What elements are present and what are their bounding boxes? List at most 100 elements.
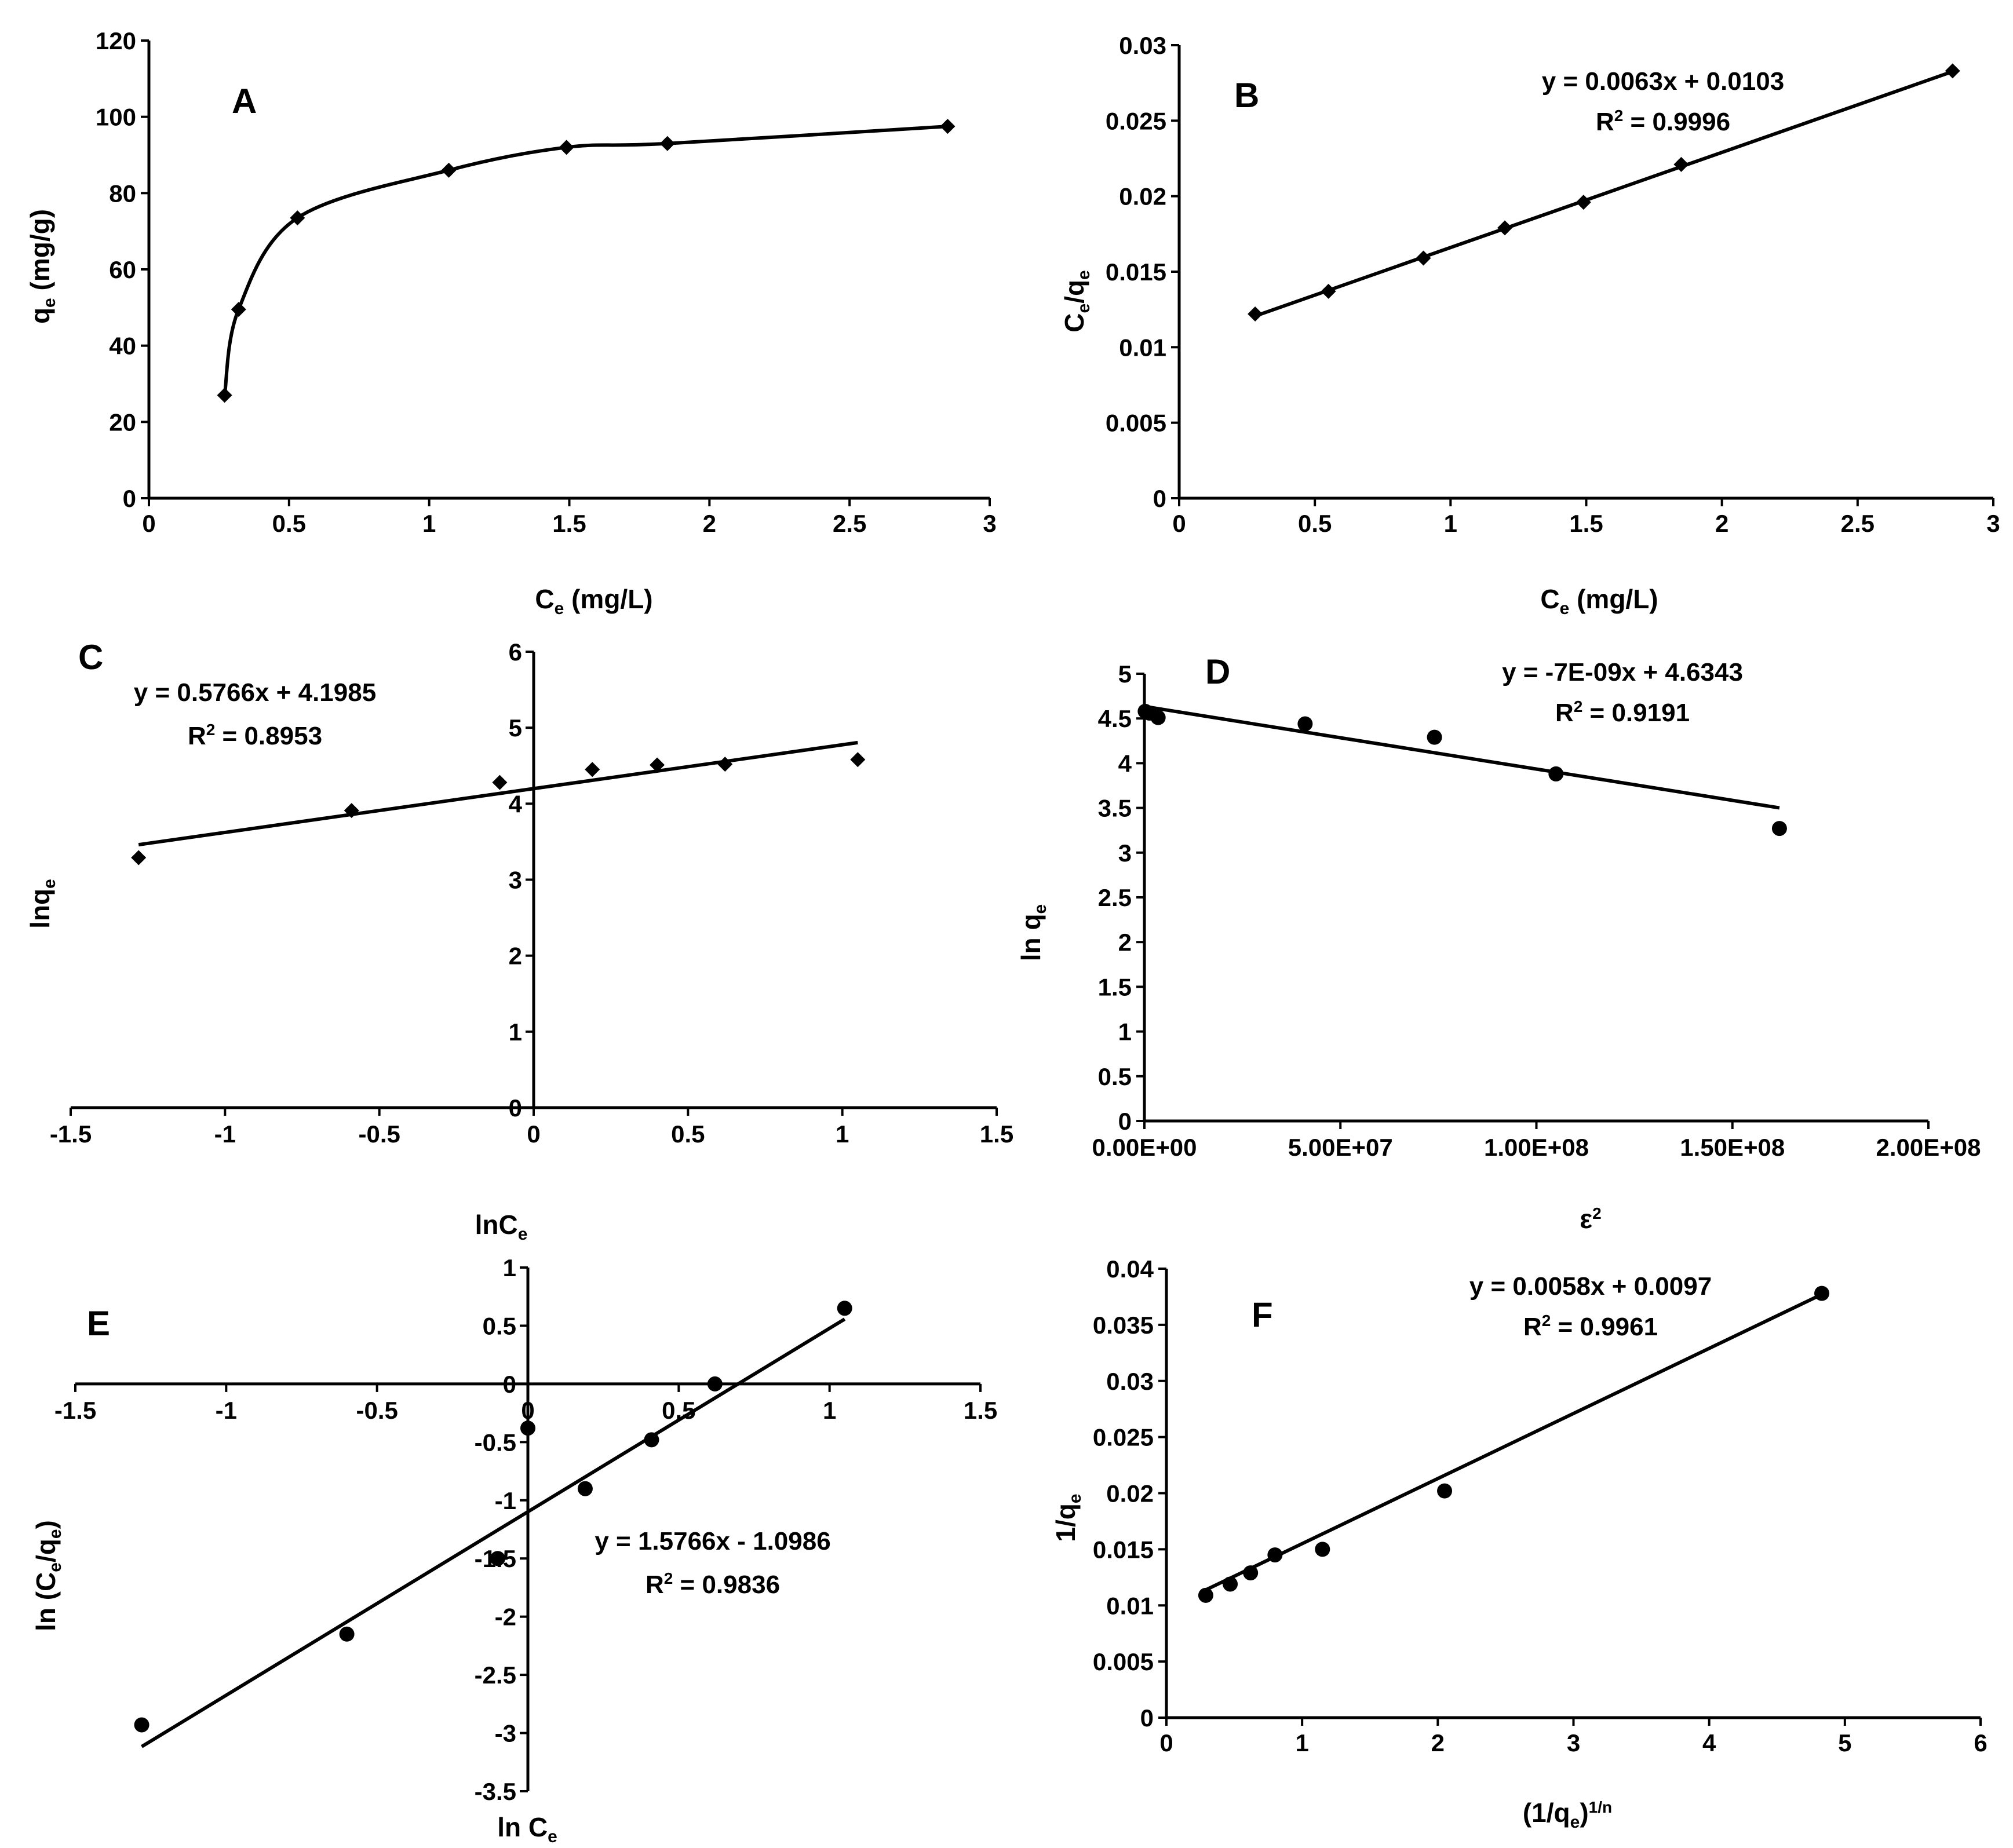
panel-d-trendline	[1144, 704, 1780, 810]
panel-e-r2: R2 = 0.9836	[646, 1569, 780, 1599]
panel-b-data-point	[1248, 306, 1263, 322]
panel-f-label: F	[1252, 1295, 1273, 1334]
panel-c-r2: R2 = 0.8953	[188, 721, 322, 750]
panel-e-x-tick-label: 1	[823, 1397, 836, 1424]
panel-f-equation: y = 0.0058x + 0.0097	[1469, 1272, 1712, 1301]
panel-b-x-tick-label: 1	[1444, 510, 1457, 537]
panel-d: D y = -7E-09x + 4.6343 R2 = 0.9191 ε2 ln…	[1016, 652, 1743, 1234]
panel-a-data-point	[659, 136, 675, 151]
panel-b-y-tick-label: 0.01	[1119, 334, 1166, 361]
panel-c-x-tick-label: 0	[527, 1120, 540, 1148]
panel-c-y-tick-label: 2	[509, 943, 522, 970]
panel-c-plot: -1.5 -1 -0.5 0 0.5 1 1.5 0 1 2 3 4 5 6	[50, 638, 1013, 1148]
panel-e-y-tick-label: -1	[495, 1487, 516, 1514]
panel-d-y-tick-label: 2	[1118, 929, 1132, 956]
panel-f-x-tick-label: 6	[1974, 1729, 1987, 1756]
panel-a-y-tick-label: 20	[109, 408, 136, 436]
panel-d-r2: R2 = 0.9191	[1555, 697, 1690, 727]
panel-b-plot: 0 0.5 1 1.5 2 2.5 3 0 0.005 0.01 0.015 0.02 0.025 0.0…	[1106, 32, 2000, 537]
panel-c-data-point	[850, 752, 866, 768]
panel-d-equation: y = -7E-09x + 4.6343	[1502, 658, 1743, 686]
panel-c-data-point	[344, 803, 359, 819]
panel-c-y-tick-label: 0	[509, 1094, 522, 1122]
panel-f: F y = 0.0058x + 0.0097 R2 = 0.9961 (1/qe…	[1051, 1272, 1712, 1832]
panel-f-x-tick-label: 2	[1431, 1729, 1445, 1756]
panel-a-ylabel: qe (mg/g)	[25, 209, 59, 324]
panel-b-trendline	[1255, 70, 1953, 318]
panel-e-data-point	[577, 1481, 593, 1496]
panel-f-x-tick-label: 3	[1567, 1729, 1580, 1756]
panel-a-data-point	[217, 388, 232, 403]
panel-c-x-tick-label: -1	[214, 1120, 236, 1148]
panel-b-y-tick-label: 0.03	[1119, 32, 1166, 59]
panel-f-y-tick-label: 0.04	[1106, 1255, 1154, 1283]
panel-a-x-tick-label: 3	[983, 510, 996, 537]
panel-d-y-tick-label: 2.5	[1098, 884, 1132, 911]
panel-b-label: B	[1234, 76, 1259, 115]
panel-f-data-point	[1198, 1587, 1213, 1603]
panel-d-y-tick-label: 4.5	[1098, 705, 1132, 732]
panel-c-x-tick-label: 1.5	[980, 1120, 1013, 1148]
panel-a-x-tick-label: 0	[142, 510, 155, 537]
panel-b-x-tick-label: 0.5	[1298, 510, 1332, 537]
panel-e-x-tick-label: 1.5	[964, 1397, 997, 1424]
panel-f-data-point	[1267, 1547, 1283, 1563]
panel-d-y-tick-label: 1	[1118, 1018, 1132, 1046]
panel-f-data-point	[1223, 1576, 1238, 1592]
panel-b-data-point	[1673, 156, 1689, 172]
panel-a-data-point	[441, 162, 457, 178]
panel-e-data-point	[134, 1717, 149, 1733]
panel-a-x-tick-label: 2	[703, 510, 716, 537]
panel-d-y-tick-label: 0.5	[1098, 1063, 1132, 1090]
panel-c-y-tick-label: 3	[509, 867, 522, 894]
panel-c-y-tick-label: 5	[509, 714, 522, 742]
panel-c-data-point	[650, 757, 665, 773]
panel-e-x-tick-label: -1.5	[54, 1397, 96, 1424]
panel-c-data-point	[131, 850, 147, 865]
panel-d-y-tick-label: 3.5	[1098, 795, 1132, 822]
panel-d-y-tick-label: 0	[1118, 1108, 1132, 1135]
panel-b-y-tick-label: 0	[1153, 485, 1166, 512]
panel-a-data-point	[559, 140, 574, 155]
panel-a-series-line	[223, 125, 948, 396]
panel-a-x-tick-label: 1.5	[552, 510, 586, 537]
panel-f-y-tick-label: 0.025	[1093, 1424, 1154, 1451]
panel-d-ylabel: ln qe	[1016, 904, 1050, 961]
panel-a-x-tick-label: 0.5	[272, 510, 306, 537]
panel-d-y-tick-label: 5	[1118, 660, 1132, 688]
panel-f-y-tick-label: 0.02	[1106, 1480, 1154, 1507]
panel-f-x-tick-label: 4	[1702, 1729, 1716, 1756]
panel-b-data-point	[1321, 283, 1336, 299]
panel-c-trendline	[138, 740, 858, 847]
panel-f-data-point	[1437, 1483, 1453, 1499]
panel-b-x-tick-label: 3	[1986, 510, 2000, 537]
panel-c-data-point	[585, 762, 600, 777]
panel-e-x-tick-label: -0.5	[356, 1397, 398, 1424]
panel-c: C y = 0.5766x + 4.1985 R2 = 0.8953 lnCe …	[25, 638, 527, 1244]
panel-a-data-point	[290, 210, 305, 226]
panel-b-y-tick-label: 0.02	[1119, 183, 1166, 210]
panel-b-data-point	[1416, 250, 1431, 266]
panel-f-x-tick-label: 0	[1159, 1729, 1173, 1756]
panel-f-y-tick-label: 0.03	[1106, 1368, 1154, 1395]
panel-c-x-tick-label: -1.5	[50, 1120, 92, 1148]
panel-e-y-tick-label: -2.5	[475, 1661, 516, 1689]
panel-a-y-tick-label: 40	[109, 333, 136, 360]
panel-f-x-tick-label: 1	[1295, 1729, 1308, 1756]
panel-f-r2: R2 = 0.9961	[1523, 1312, 1658, 1341]
panel-c-data-point	[717, 757, 733, 772]
panel-b-x-tick-label: 2	[1715, 510, 1728, 537]
panel-b-y-tick-label: 0.025	[1106, 107, 1166, 134]
panel-b-data-point	[1576, 195, 1591, 210]
panel-b-x-tick-label: 1.5	[1569, 510, 1603, 537]
panel-d-data-point	[1548, 766, 1564, 781]
panel-c-y-tick-label: 1	[509, 1018, 522, 1046]
panel-f-y-tick-label: 0.005	[1093, 1648, 1154, 1675]
panel-a-x-tick-label: 2.5	[833, 510, 866, 537]
panel-e-y-tick-label: 0.5	[483, 1312, 516, 1339]
panel-e-x-tick-label: 0	[521, 1397, 534, 1424]
panel-e-xlabel: ln Ce	[497, 1812, 557, 1846]
panel-a-plot: 0 0.5 1 1.5 2 2.5 3 0 20 40 60 80 100 120	[96, 27, 997, 537]
